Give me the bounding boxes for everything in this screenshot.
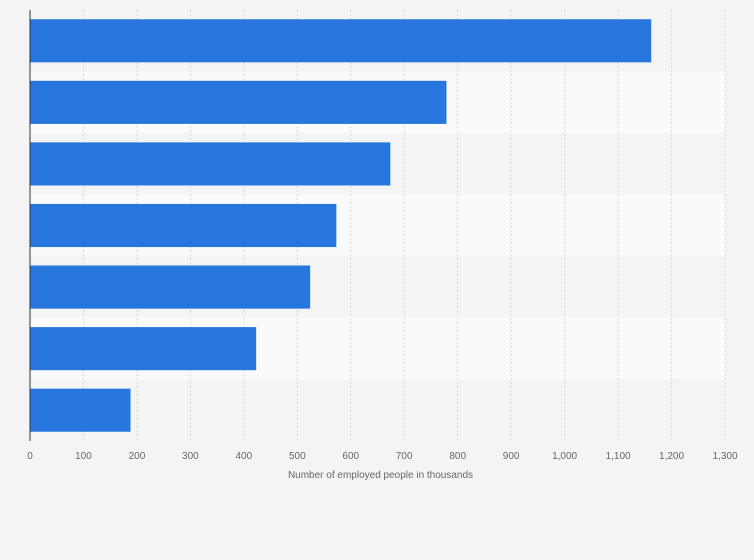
x-axis-title: Number of employed people in thousands	[288, 470, 473, 481]
x-tick-label: 1,300	[712, 451, 737, 462]
x-tick-label: 300	[182, 451, 199, 462]
bar	[30, 203, 337, 248]
bar	[30, 265, 311, 309]
bar	[30, 80, 447, 124]
x-tick-label: 1,200	[659, 451, 684, 462]
x-tick-labels: 0 100 200 300 400 500 600 700 800 900 1,000 1,100 1,…	[27, 451, 738, 462]
x-tick-label: 800	[449, 451, 466, 462]
bar	[30, 142, 391, 186]
bars	[30, 19, 652, 432]
x-tick-label: 400	[236, 451, 253, 462]
x-tick-label: 500	[289, 451, 306, 462]
x-tick-label: 600	[342, 451, 359, 462]
bar	[30, 19, 652, 63]
bar	[30, 327, 257, 371]
x-tick-label: 1,000	[552, 451, 577, 462]
x-tick-label: 200	[129, 451, 146, 462]
x-tick-label: 900	[503, 451, 520, 462]
bar	[30, 388, 131, 432]
x-tick-label: 700	[396, 451, 413, 462]
x-tick-label: 0	[27, 451, 33, 462]
x-tick-label: 100	[75, 451, 92, 462]
row-band	[30, 379, 725, 441]
x-tick-label: 1,100	[606, 451, 631, 462]
